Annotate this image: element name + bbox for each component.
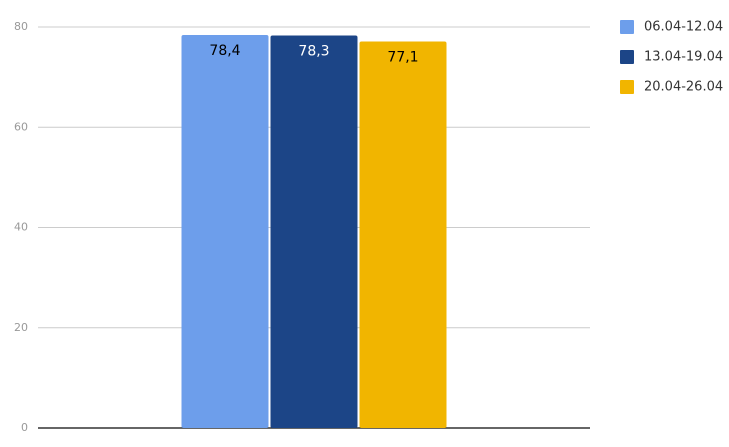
legend-swatch (620, 80, 634, 94)
value-label: 78,3 (298, 44, 329, 60)
bar (181, 35, 269, 429)
legend-label: 20.04-26.04 (644, 80, 723, 95)
bar (270, 35, 358, 429)
legend-label: 06.04-12.04 (644, 20, 723, 35)
value-label: 78,4 (209, 43, 240, 59)
legend-swatch (620, 50, 634, 64)
y-tick-label: 60 (14, 120, 28, 133)
value-label: 77,1 (387, 50, 418, 66)
legend-label: 13.04-19.04 (644, 50, 723, 65)
y-tick-label: 80 (14, 20, 28, 33)
bar (359, 41, 447, 428)
y-tick-label: 0 (21, 421, 28, 434)
legend-swatch (620, 20, 634, 34)
y-tick-label: 40 (14, 221, 28, 234)
y-tick-label: 20 (14, 321, 28, 334)
